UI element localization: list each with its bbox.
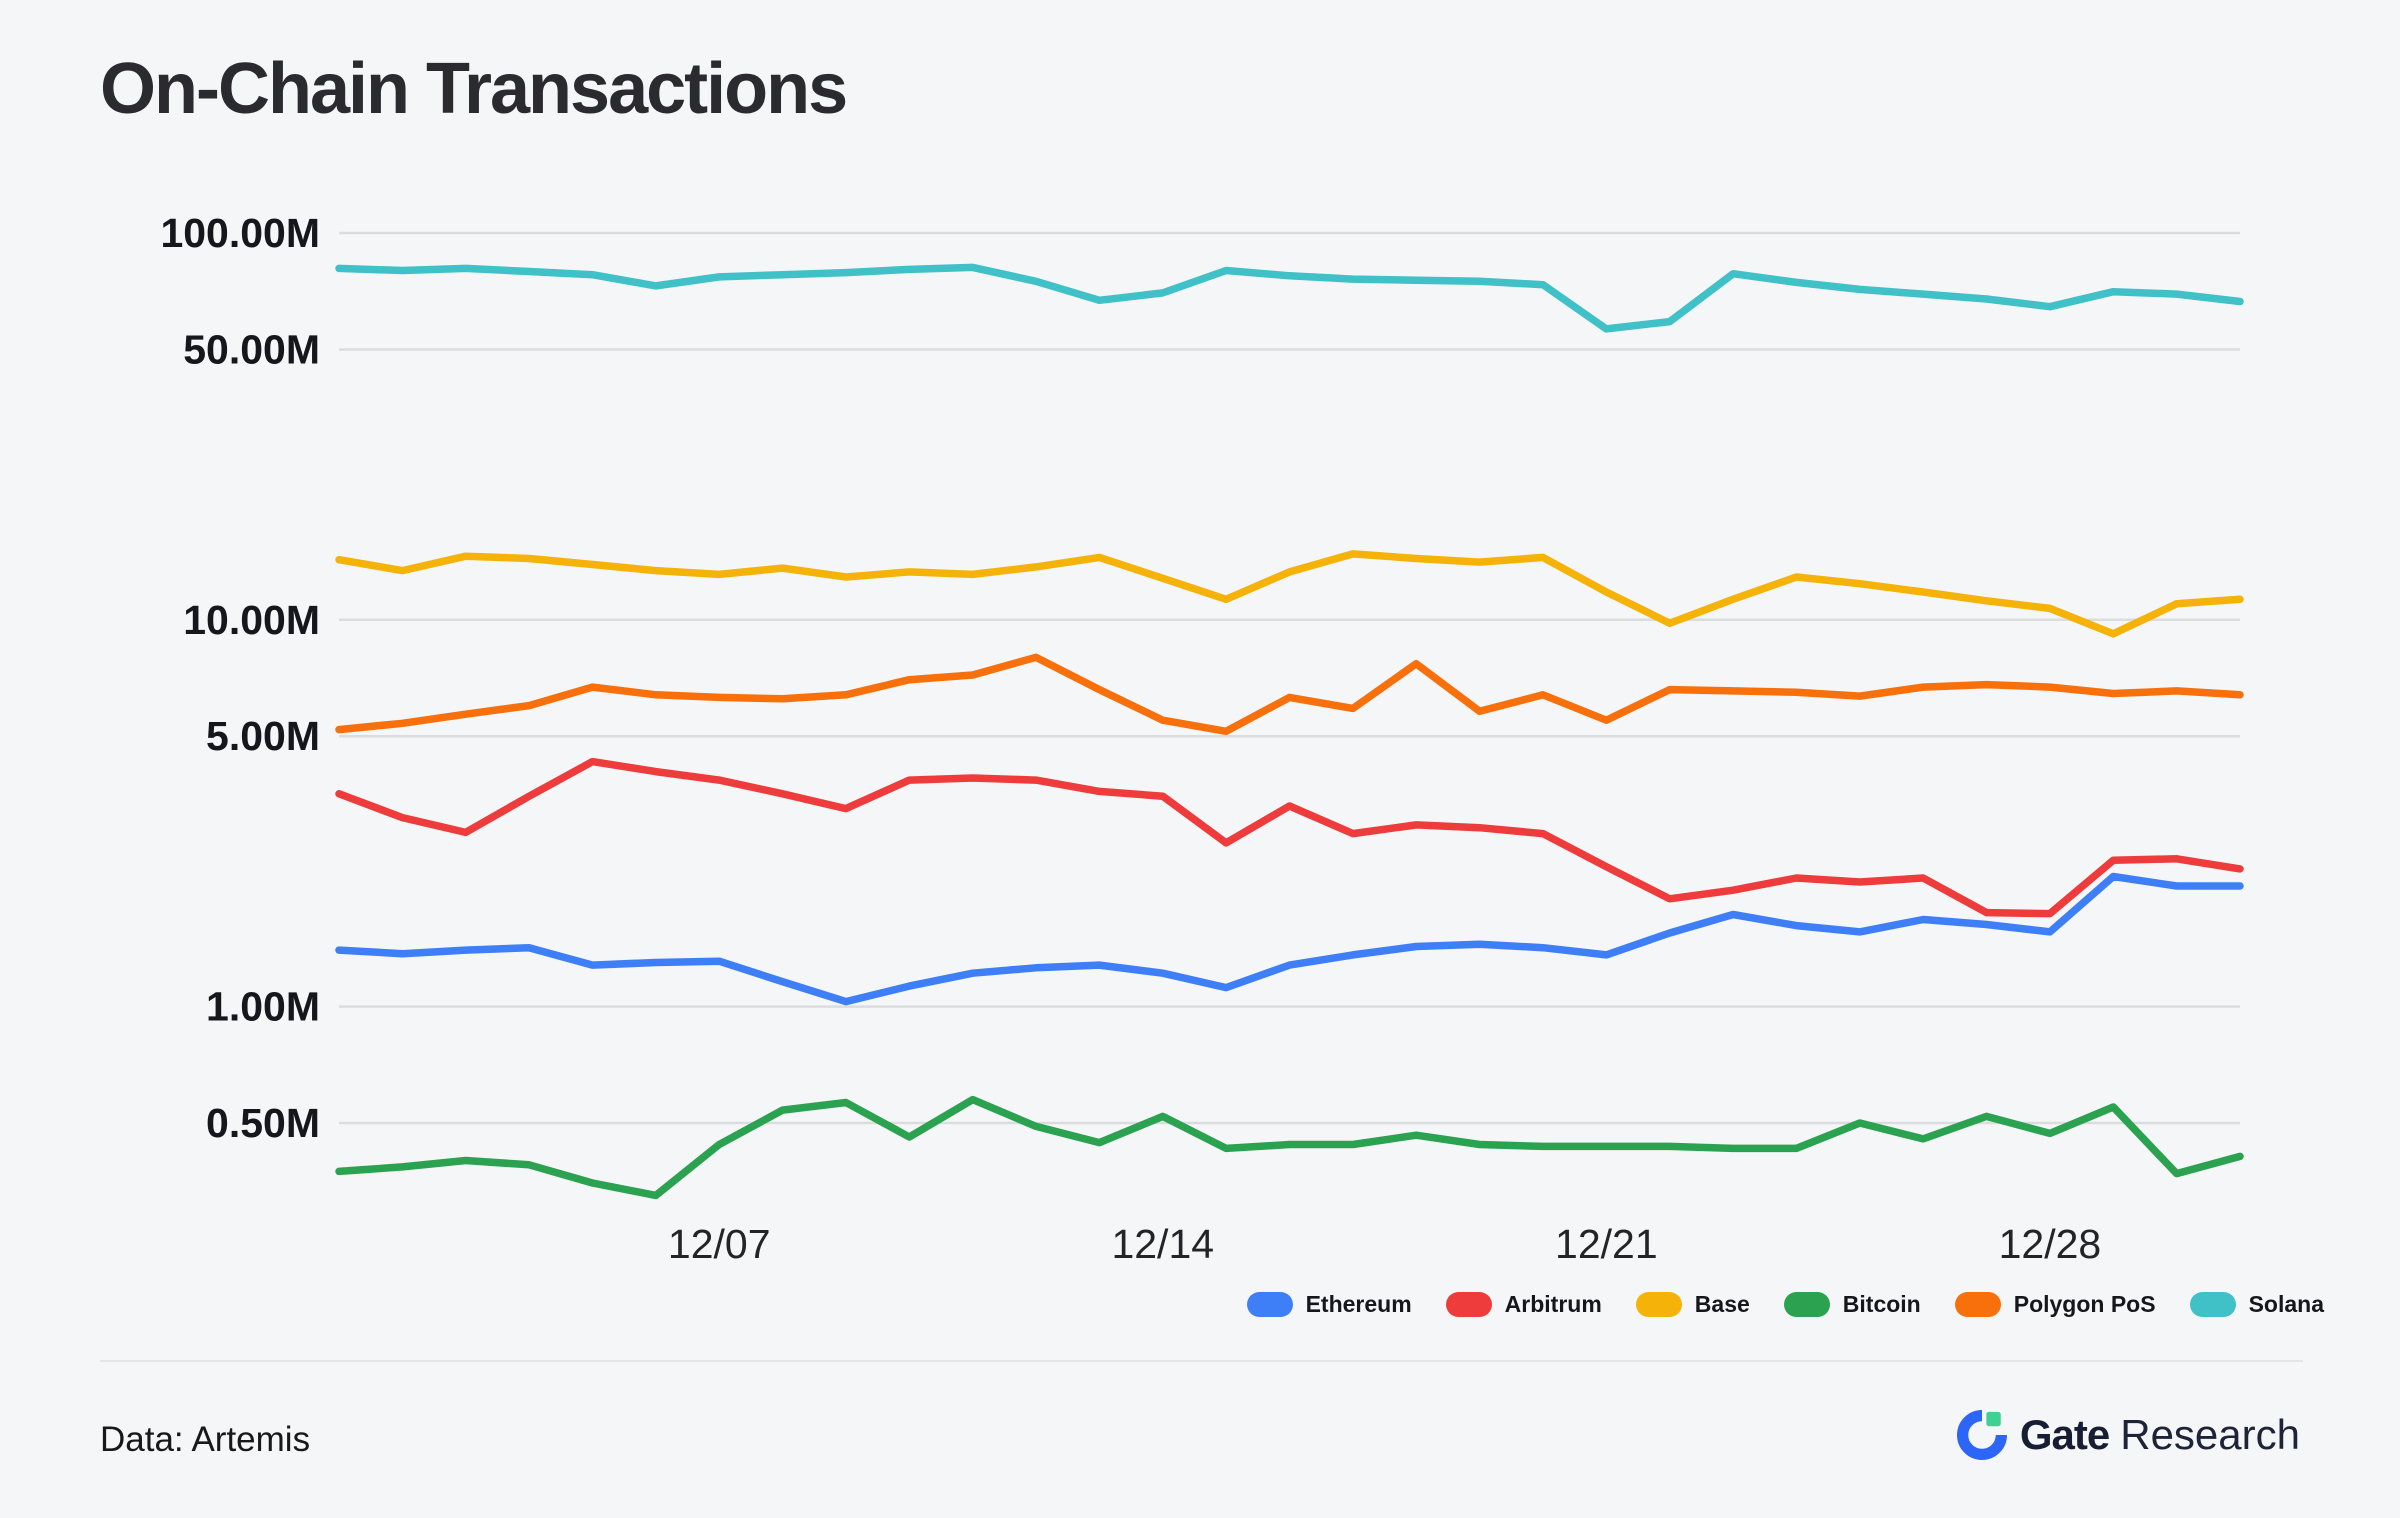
y-axis-label: 50.00M [183, 326, 320, 372]
legend-label: Arbitrum [1504, 1291, 1602, 1317]
y-axis-label: 0.50M [206, 1100, 320, 1146]
legend-color-chip [1445, 1292, 1492, 1317]
series-line-bitcoin [335, 1095, 2244, 1200]
x-axis-label: 12/14 [1111, 1221, 1214, 1267]
x-axis-label: 12/28 [1999, 1221, 2102, 1267]
legend-label: Bitcoin [1842, 1291, 1921, 1317]
x-axis-label: 12/21 [1555, 1221, 1658, 1267]
brand-name-regular: Research [2120, 1411, 2300, 1458]
gate-logo-icon [1956, 1410, 2007, 1460]
legend-label: Ethereum [1305, 1291, 1412, 1317]
brand-logo: Gate Research [1956, 1410, 2300, 1460]
legend-color-chip [1635, 1292, 1682, 1317]
legend-color-chip [2189, 1292, 2236, 1317]
chart-legend: Ethereum Arbitrum Base Bitcoin Polygon PoS So… [1246, 1291, 2324, 1318]
series-line-arbitrum [335, 757, 2244, 918]
page-title: On-Chain Transactions [100, 49, 848, 129]
legend-label: Solana [2248, 1291, 2324, 1317]
series-line-solana [335, 263, 2244, 333]
legend-item-arbitrum: Arbitrum [1445, 1291, 1602, 1318]
y-axis-label: 10.00M [183, 597, 320, 643]
legend-label: Polygon PoS [2013, 1291, 2156, 1317]
y-axis-label: 5.00M [206, 713, 320, 759]
legend-item-ethereum: Ethereum [1246, 1291, 1412, 1318]
legend-color-chip [1246, 1292, 1293, 1317]
y-axis-label: 100.00M [160, 210, 320, 256]
y-axis-label: 1.00M [206, 984, 320, 1030]
brand-name-bold: Gate [2019, 1411, 2110, 1458]
legend-color-chip [1954, 1292, 2001, 1317]
legend-label: Base [1694, 1291, 1750, 1317]
series-line-base [335, 550, 2244, 638]
footer-divider [100, 1360, 2303, 1362]
series-line-ethereum [335, 872, 2244, 1006]
legend-item-bitcoin: Bitcoin [1783, 1291, 1921, 1318]
x-axis-label: 12/07 [668, 1221, 771, 1267]
data-source-label: Data: Artemis [100, 1420, 311, 1459]
legend-item-polygon-pos: Polygon PoS [1954, 1291, 2156, 1318]
legend-item-base: Base [1635, 1291, 1750, 1318]
legend-color-chip [1783, 1292, 1830, 1317]
legend-item-solana: Solana [2189, 1291, 2324, 1318]
series-line-polygon-pos [335, 653, 2244, 736]
